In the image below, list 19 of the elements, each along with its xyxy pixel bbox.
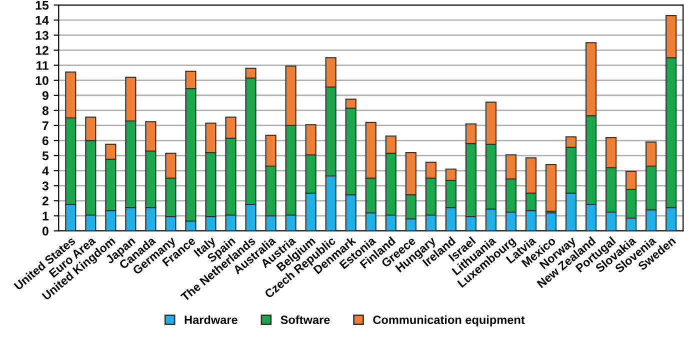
y-tick-label: 5 <box>42 152 49 160</box>
y-tick-label: 7 <box>42 121 48 130</box>
y-tick-label: 4 <box>42 166 49 176</box>
y-tick-label: 11 <box>36 61 49 70</box>
y-tick-label: 2 <box>42 196 48 206</box>
y-tick-label: 6 <box>42 136 48 146</box>
y-tick-label: 12 <box>36 46 48 55</box>
y-tick-label: 9 <box>42 91 48 100</box>
y-tick-label: 1 <box>42 212 49 220</box>
y-tick-label: 10 <box>36 76 48 85</box>
y-tick-label: 8 <box>42 106 49 116</box>
y-tick-label: 13 <box>36 30 48 40</box>
y-tick-label: 0 <box>42 226 48 236</box>
legend-label: Software <box>280 315 330 324</box>
y-tick-label: 15 <box>36 0 49 10</box>
y-tick-label: 14 <box>36 16 49 25</box>
legend-label: Communication equipment <box>373 315 525 326</box>
legend-label: Hardware <box>184 315 238 324</box>
y-tick-label: 3 <box>42 181 48 190</box>
